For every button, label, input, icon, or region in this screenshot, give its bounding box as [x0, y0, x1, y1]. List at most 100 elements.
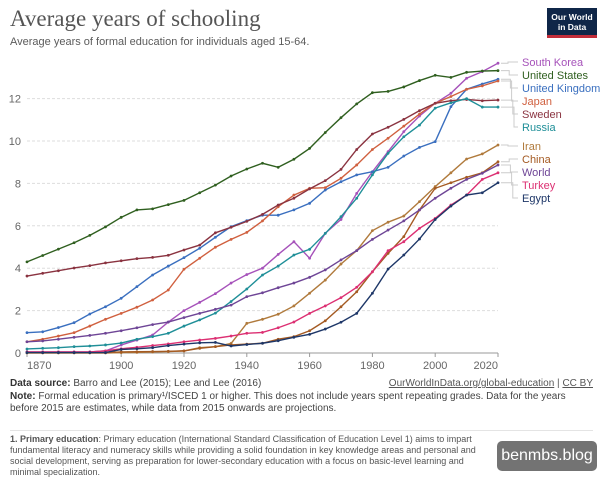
data-point	[339, 305, 343, 309]
data-point	[465, 70, 468, 74]
data-point	[355, 290, 359, 294]
data-point	[198, 256, 202, 260]
data-point	[214, 336, 217, 340]
data-point	[292, 157, 296, 161]
data-point	[418, 79, 421, 82]
data-point	[292, 335, 296, 339]
data-point	[214, 311, 217, 315]
data-point	[198, 246, 202, 250]
data-point	[41, 351, 45, 354]
data-source: Data source: Barro and Lee (2015); Lee a…	[10, 378, 261, 389]
data-point	[496, 171, 500, 175]
data-point	[355, 196, 359, 200]
data-point	[386, 136, 390, 140]
legend-label: Russia	[522, 122, 557, 134]
data-point	[355, 191, 359, 195]
data-point	[371, 291, 374, 295]
divider	[10, 430, 593, 431]
data-point	[119, 296, 123, 300]
data-point	[308, 187, 311, 191]
data-point	[104, 317, 107, 321]
series-south-korea	[25, 61, 500, 354]
data-point	[151, 298, 155, 302]
data-point	[182, 324, 186, 328]
data-point	[433, 73, 437, 77]
data-point	[386, 151, 390, 155]
data-point	[25, 351, 29, 354]
owid-logo[interactable]: Our World in Data	[547, 8, 597, 38]
x-tick-label: 1870	[27, 360, 51, 372]
data-point	[229, 174, 233, 178]
legend-connector	[501, 106, 518, 128]
data-point	[214, 235, 217, 239]
footnote-text: : Primary education (International Stand…	[10, 434, 476, 477]
data-point	[245, 321, 249, 325]
data-point	[229, 281, 233, 285]
data-point	[355, 148, 359, 151]
data-point	[480, 152, 484, 156]
data-point	[229, 344, 233, 348]
data-point	[245, 167, 249, 171]
data-point	[480, 191, 484, 195]
data-point	[480, 99, 484, 103]
data-point	[119, 341, 123, 345]
data-point	[480, 105, 484, 109]
data-point	[371, 237, 374, 241]
data-point	[371, 173, 374, 177]
series-line	[27, 161, 499, 354]
data-point	[402, 214, 406, 218]
data-point	[88, 264, 92, 268]
data-point	[182, 309, 186, 312]
data-point	[261, 291, 264, 295]
data-point	[449, 181, 453, 185]
license-link[interactable]: CC BY	[562, 378, 593, 389]
data-point	[449, 101, 453, 105]
x-tick-label: 1920	[172, 360, 196, 372]
data-point	[88, 334, 92, 337]
data-point	[355, 311, 359, 315]
note: Note: Formal education is primary¹/ISCED…	[10, 391, 593, 415]
data-point	[371, 91, 374, 95]
data-point	[465, 97, 468, 100]
series-line	[26, 164, 499, 343]
data-point	[261, 317, 264, 321]
data-point	[371, 270, 374, 274]
data-point	[245, 230, 249, 234]
data-point	[166, 349, 170, 353]
data-point	[229, 300, 233, 303]
data-point	[339, 215, 343, 219]
data-point	[386, 220, 390, 224]
data-point	[214, 307, 217, 311]
legend-connector	[501, 164, 518, 173]
legend-label: United States	[522, 70, 589, 82]
data-point	[418, 109, 421, 113]
legend-connector	[501, 78, 518, 89]
data-point	[480, 69, 484, 73]
data-point	[433, 186, 437, 190]
data-point	[276, 165, 280, 169]
data-point	[72, 351, 76, 354]
data-point	[41, 271, 45, 275]
owid-link[interactable]: OurWorldInData.org/global-education	[388, 378, 555, 389]
data-point	[465, 175, 468, 179]
data-point	[41, 346, 45, 350]
legend-label: United Kingdom	[522, 83, 600, 95]
data-point	[496, 181, 500, 185]
logo-line-1: Our World	[551, 12, 593, 22]
data-point	[119, 329, 123, 333]
y-tick-label: 0	[15, 348, 21, 360]
data-point	[433, 140, 437, 144]
note-line-2: 2015 are estimates, while data from 2015…	[41, 403, 337, 414]
legend-connector	[501, 70, 518, 76]
data-point	[496, 69, 500, 73]
legend-connector	[501, 61, 518, 64]
data-point	[182, 198, 186, 202]
data-point	[496, 79, 500, 83]
data-point	[57, 269, 60, 273]
legend-connector	[501, 144, 518, 147]
data-point	[135, 285, 139, 289]
data-point	[339, 218, 343, 221]
data-point	[308, 329, 311, 333]
data-point	[496, 61, 500, 65]
data-point	[465, 177, 468, 181]
